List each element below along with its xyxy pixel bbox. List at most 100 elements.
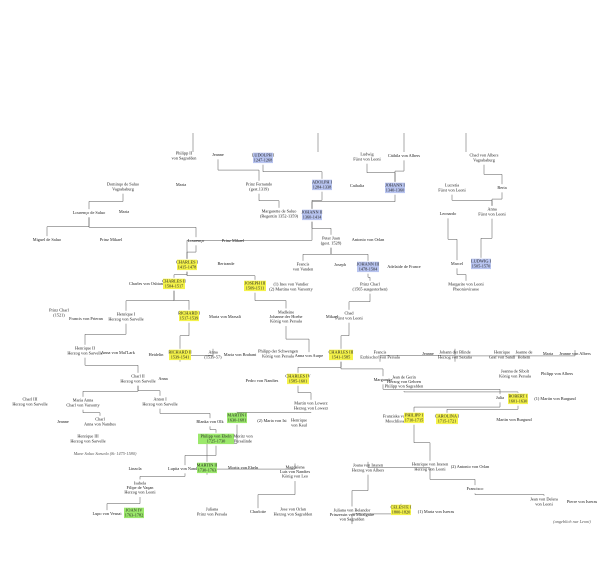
connector	[366, 163, 396, 182]
connector	[474, 493, 545, 496]
person-label: Franziska von Moschlisse	[383, 414, 408, 424]
connector	[173, 271, 188, 278]
connector	[451, 194, 493, 206]
highlight	[124, 507, 144, 519]
connector	[480, 218, 493, 258]
person: Joseph	[334, 262, 347, 267]
person-label-line: 1763-1782	[125, 512, 144, 517]
person-label: (1) Ines von Vandier (2) Martina von Vars…	[269, 282, 313, 292]
nodes: Philipp II von Sagrafden Jeanne LUDOLPH I 12…	[12, 151, 597, 522]
person-label-line: Marta	[543, 351, 553, 356]
person: Maria	[119, 209, 129, 214]
connector	[311, 194, 396, 209]
person-label: Charl II Herzog von Sarvelle	[120, 374, 155, 384]
highlight	[253, 152, 273, 164]
highlight	[302, 209, 322, 221]
person-label-line: Herzog von Sagrafden	[274, 511, 314, 516]
person-label: Lucretia Fürst von Leoni	[438, 183, 466, 193]
person-label: Charles von Osbian	[129, 281, 164, 286]
person-label-line: Jeanne	[422, 351, 434, 356]
person-label-line: Johann der Blinde	[439, 350, 470, 355]
connector	[88, 193, 124, 210]
person-label-line: (gest. 1528)	[321, 240, 342, 245]
person-label-line: König von Persala	[262, 353, 294, 358]
person-label-line: 1415-1478	[178, 264, 197, 269]
person-label-line: Philipp der Schwengen	[258, 349, 299, 354]
person-label: Margarite von Leoni Pheoniovirasse	[448, 282, 484, 292]
person-label: Martin von Lowerz Herzog von Lowerz	[294, 401, 328, 411]
person: Lupo von Vesnai	[92, 511, 122, 516]
connector	[413, 402, 501, 412]
person: Jeanne de Bohem	[516, 350, 533, 360]
person-label-line: Charl II	[131, 374, 145, 379]
connector	[491, 192, 503, 206]
person: Maria Anna Charl von Varsonty	[66, 398, 100, 408]
person-label-line: Prinzessin von Miralgaire	[330, 512, 374, 517]
person-label: (1) Martin von Burgund	[534, 396, 576, 401]
person-label-line: Charl von Varsonty	[66, 402, 100, 407]
person-label: LUDOLPH I 1247-1268	[252, 153, 275, 163]
person-label-line: Anna	[208, 350, 217, 355]
person-label: Lupita von Nandtes	[168, 466, 202, 471]
person-label-line: Vagrababurg	[473, 157, 496, 162]
person-label: Philipp von Albers	[541, 371, 574, 376]
person: JOSEPH III 1509-1511	[244, 281, 266, 292]
person-label-line: 1505-1570	[472, 263, 491, 268]
person-label: Lourenço de Saluo	[73, 210, 105, 215]
person: Pierre von Isreras	[567, 499, 598, 504]
person: Henrique II Herzog von Sarvelle	[67, 346, 102, 356]
connector	[236, 411, 312, 413]
person: Francis Erzbischof von Persala	[360, 350, 400, 360]
person-label-line: Johanne der Hoehe	[270, 314, 303, 319]
person-label-line: Jeanne	[57, 419, 69, 424]
highlight	[436, 413, 458, 425]
person-label-line: Filipe de Vaqan	[127, 485, 155, 490]
person-label-line: (1521)	[53, 312, 65, 317]
highlight	[198, 433, 234, 445]
person-label: Isabela Filipe de Vaqan Herzog von Leoni	[124, 480, 156, 494]
person-label-line: Herzog von Saxalia	[438, 354, 472, 359]
person: Henrique I Herzog von Sarvelle	[108, 312, 143, 322]
connector	[257, 481, 296, 509]
person-label-line: (1) Marta von Isreras	[418, 509, 455, 514]
connector	[125, 290, 175, 311]
person: (1) Ines von Vandier (2) Martina von Vars…	[269, 282, 313, 292]
person: Ludwig Fürst von Leoni	[353, 152, 381, 162]
person: Juliana von Belandor Prinzessin von Miral…	[330, 507, 374, 521]
person-label-line: Charles von Osbian	[129, 281, 164, 286]
highlight	[508, 393, 528, 405]
person-label-line: Francisco	[467, 486, 484, 491]
connector	[84, 357, 139, 373]
person-label: Miguel de Saluo	[33, 237, 61, 242]
person: Charl Anna von Nandtes	[84, 417, 116, 427]
connector	[262, 164, 323, 179]
person: RICHARD I 1517-1539	[178, 311, 200, 322]
person-label-line: Herzog von Sarvelle	[12, 401, 47, 406]
highlight	[329, 349, 353, 361]
person-label-line: Joseph	[334, 262, 347, 267]
person-label: ROBERT I 1601-1630	[508, 394, 528, 404]
person: Pedro von Nandtes	[246, 378, 279, 383]
person-label: Francis von Vanden	[293, 262, 314, 272]
person-label: CHARLES II 1504-1517	[162, 279, 186, 289]
person-label-line: Julia	[496, 395, 504, 400]
person-label-line: Vagrababurg	[112, 186, 135, 191]
person: Philipp II von Sagrafden	[172, 151, 198, 161]
person-label-line: Prinz Mikael	[100, 237, 123, 242]
person-label-line: Anton I	[153, 397, 167, 402]
person-label-line: ROBERT I	[508, 394, 528, 399]
person-label: Anna	[158, 376, 167, 381]
person-label: MARTIN II 1730-1763	[197, 463, 218, 473]
person: Heidelin	[149, 352, 165, 357]
person-label-line: Fürst von Leoni	[478, 211, 506, 216]
person-label: Maria von Brabant	[224, 352, 257, 357]
person-label-line: Peter Juan	[322, 236, 341, 241]
person-label-line: Moritz von	[233, 434, 253, 439]
connector	[429, 473, 476, 486]
person-label-line: Jeanne	[212, 152, 224, 157]
person: Margarette de Saluo (Regentin 1352-1359)	[260, 209, 299, 219]
person-label-line: JOHANN I	[385, 183, 405, 188]
person: Maria	[176, 182, 186, 187]
person: (2) Maria von Isi	[257, 418, 287, 423]
person-label: CHARLES III 1541-1585	[329, 350, 355, 360]
